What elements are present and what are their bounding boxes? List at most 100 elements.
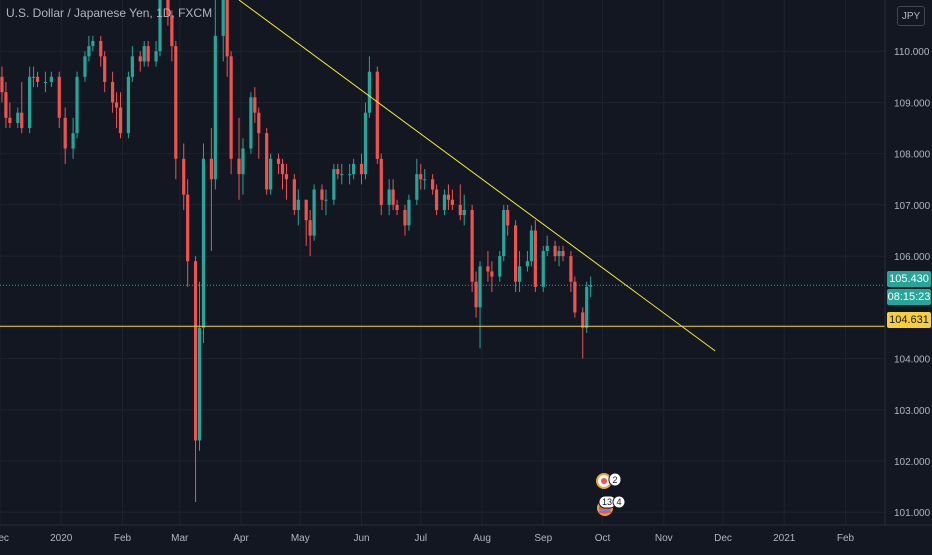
candle[interactable] xyxy=(269,153,273,195)
candle[interactable] xyxy=(359,153,364,185)
candle[interactable] xyxy=(158,0,162,57)
candle[interactable] xyxy=(545,235,549,257)
candle[interactable] xyxy=(486,250,490,282)
candle[interactable] xyxy=(265,128,269,195)
candle[interactable] xyxy=(502,204,506,262)
candle[interactable] xyxy=(0,66,4,103)
candle[interactable] xyxy=(525,250,530,272)
candle[interactable] xyxy=(118,92,123,139)
trendline[interactable] xyxy=(238,0,716,352)
candle[interactable] xyxy=(304,199,308,246)
candle[interactable] xyxy=(375,66,379,164)
event-marker-b[interactable]: 13 4 xyxy=(597,495,626,516)
candle[interactable] xyxy=(557,245,561,267)
candle[interactable] xyxy=(541,245,545,292)
candle[interactable] xyxy=(154,40,158,67)
candle[interactable] xyxy=(280,158,285,190)
candle[interactable] xyxy=(186,179,190,287)
candle[interactable] xyxy=(561,245,565,262)
candle[interactable] xyxy=(28,66,32,134)
candle[interactable] xyxy=(431,174,435,195)
candle[interactable] xyxy=(237,117,241,200)
candle[interactable] xyxy=(513,220,518,292)
candle[interactable] xyxy=(284,163,289,200)
candle[interactable] xyxy=(229,51,233,175)
candle[interactable] xyxy=(249,92,253,154)
candle[interactable] xyxy=(201,143,206,344)
candle[interactable] xyxy=(138,51,142,72)
candle[interactable] xyxy=(71,117,75,159)
candle[interactable] xyxy=(209,128,213,251)
candle[interactable] xyxy=(296,189,300,226)
candle[interactable] xyxy=(387,179,391,216)
candle[interactable] xyxy=(87,35,91,62)
candle[interactable] xyxy=(276,153,281,175)
candle[interactable] xyxy=(434,184,439,216)
candle[interactable] xyxy=(363,102,368,180)
candle[interactable] xyxy=(197,281,202,451)
candle[interactable] xyxy=(332,163,336,205)
price-axis[interactable]: 110.000 109.000 108.000 107.000 106.000 104.0… xyxy=(894,47,931,519)
candle[interactable] xyxy=(91,35,95,52)
candle[interactable] xyxy=(166,0,170,26)
candle[interactable] xyxy=(553,240,557,262)
candle[interactable] xyxy=(20,81,24,134)
candle[interactable] xyxy=(529,225,533,267)
candle[interactable] xyxy=(114,92,119,129)
candle[interactable] xyxy=(241,138,245,195)
candle[interactable] xyxy=(312,184,316,241)
candle[interactable] xyxy=(348,163,352,185)
candle[interactable] xyxy=(336,163,340,180)
candle[interactable] xyxy=(498,250,502,282)
candle[interactable] xyxy=(419,163,423,190)
candles[interactable] xyxy=(0,0,593,502)
candle[interactable] xyxy=(103,51,107,93)
candle[interactable] xyxy=(221,0,225,62)
candle[interactable] xyxy=(126,71,131,139)
candle[interactable] xyxy=(320,184,324,210)
candle[interactable] xyxy=(490,261,494,292)
candle[interactable] xyxy=(324,189,328,216)
candle[interactable] xyxy=(367,56,372,118)
candle[interactable] xyxy=(16,107,20,129)
candle[interactable] xyxy=(146,40,150,67)
candle[interactable] xyxy=(170,10,174,62)
candle[interactable] xyxy=(308,210,312,257)
time-axis[interactable]: Dec 2020 Feb Mar Apr May Jun Jul Aug Sep Oct Nov Dec… xyxy=(0,533,855,544)
candle[interactable] xyxy=(8,102,12,129)
candle[interactable] xyxy=(99,35,103,67)
candle[interactable] xyxy=(533,220,537,292)
candle[interactable] xyxy=(253,87,257,123)
candle[interactable] xyxy=(340,163,344,185)
candle[interactable] xyxy=(43,71,48,93)
candle[interactable] xyxy=(581,307,585,359)
candle[interactable] xyxy=(407,194,411,231)
candle[interactable] xyxy=(83,51,87,82)
candle[interactable] xyxy=(225,0,229,77)
candle[interactable] xyxy=(470,204,474,292)
candle[interactable] xyxy=(403,204,407,236)
candle[interactable] xyxy=(462,194,466,226)
candle[interactable] xyxy=(111,71,115,113)
candle[interactable] xyxy=(142,40,146,67)
candle[interactable] xyxy=(423,169,427,190)
candle[interactable] xyxy=(506,204,510,236)
event-markers[interactable]: 2 13 4 xyxy=(596,472,626,516)
candle[interactable] xyxy=(585,281,589,333)
candle[interactable] xyxy=(257,107,261,159)
candle[interactable] xyxy=(474,271,478,318)
candle[interactable] xyxy=(391,179,395,210)
candle[interactable] xyxy=(442,189,447,216)
candle[interactable] xyxy=(49,71,53,88)
candle[interactable] xyxy=(174,40,178,180)
candle[interactable] xyxy=(75,71,79,139)
candle[interactable] xyxy=(573,276,577,318)
candle[interactable] xyxy=(379,153,383,216)
candle[interactable] xyxy=(352,158,356,180)
candle[interactable] xyxy=(213,0,217,190)
candle[interactable] xyxy=(415,158,419,205)
candle[interactable] xyxy=(57,71,61,129)
candle[interactable] xyxy=(182,143,186,210)
